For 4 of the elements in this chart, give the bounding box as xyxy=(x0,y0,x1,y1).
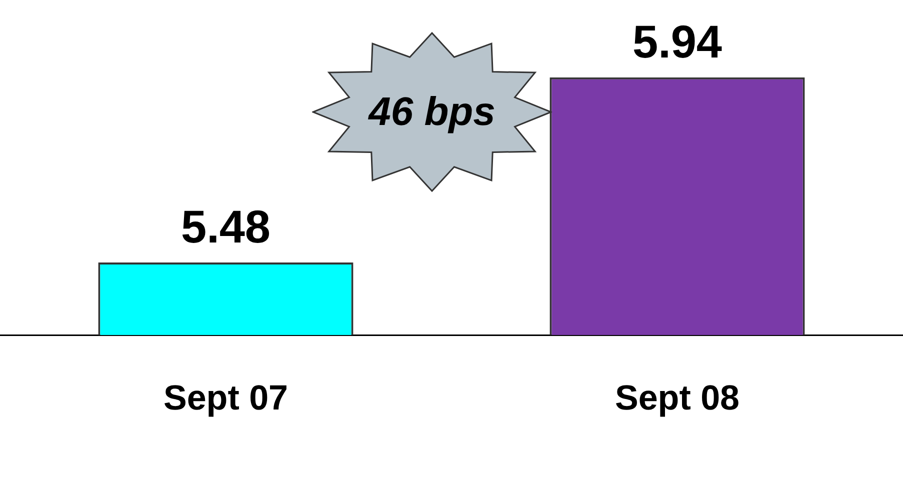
data-label: 5.94 xyxy=(632,15,722,68)
data-label: 5.48 xyxy=(180,200,271,253)
x-tick-label: Sept 07 xyxy=(164,378,288,418)
x-tick-label: Sept 08 xyxy=(615,378,740,418)
